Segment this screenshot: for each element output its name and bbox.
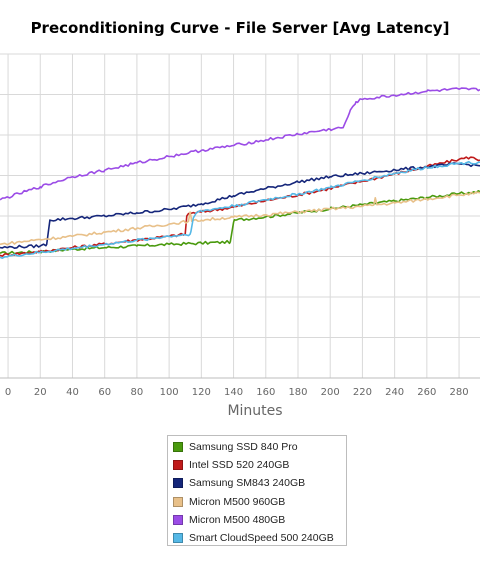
legend-swatch bbox=[173, 496, 183, 507]
legend-item: Smart CloudSpeed 500 240GB bbox=[173, 529, 346, 547]
series-line-4 bbox=[0, 87, 480, 201]
legend-item: Samsung SM843 240GB bbox=[173, 474, 346, 492]
legend-label: Micron M500 960GB bbox=[189, 495, 286, 508]
x-tick-label: 260 bbox=[417, 387, 436, 398]
x-axis-label: Minutes bbox=[227, 403, 283, 419]
legend-item: Micron M500 960GB bbox=[173, 493, 346, 511]
legend-item: Micron M500 480GB bbox=[173, 511, 346, 529]
x-tick-label: 200 bbox=[321, 387, 340, 398]
series-layer bbox=[0, 87, 480, 260]
legend-swatch bbox=[173, 514, 183, 525]
legend-item: Samsung SSD 840 Pro bbox=[173, 438, 346, 456]
x-tick-label: 0 bbox=[5, 387, 11, 398]
x-tick-label: 120 bbox=[192, 387, 211, 398]
x-tick-labels: 0 20 40 60 80 100 120 140 160 180 200 220 240 260 280 bbox=[5, 387, 469, 398]
legend-item: Intel SSD 520 240GB bbox=[173, 456, 346, 474]
legend-label: Intel SSD 520 240GB bbox=[189, 459, 290, 472]
x-tick-label: 180 bbox=[288, 387, 307, 398]
legend-swatch bbox=[173, 460, 183, 471]
legend-swatch bbox=[173, 533, 183, 544]
legend-label: Micron M500 480GB bbox=[189, 513, 286, 526]
grid bbox=[0, 53, 480, 379]
chart-title: Preconditioning Curve - File Server [Avg… bbox=[30, 19, 450, 37]
series-line-2 bbox=[0, 162, 480, 249]
x-tick-label: 40 bbox=[66, 387, 79, 398]
x-tick-label: 240 bbox=[385, 387, 404, 398]
x-tick-label: 100 bbox=[160, 387, 179, 398]
series-line-5 bbox=[0, 160, 480, 260]
legend-label: Samsung SM843 240GB bbox=[189, 477, 306, 490]
x-tick-label: 280 bbox=[450, 387, 469, 398]
legend-swatch bbox=[173, 478, 183, 489]
legend-swatch bbox=[173, 442, 183, 453]
x-tick-label: 80 bbox=[131, 387, 144, 398]
x-tick-label: 60 bbox=[98, 387, 111, 398]
legend-label: Smart CloudSpeed 500 240GB bbox=[189, 532, 334, 545]
series-line-3 bbox=[0, 191, 480, 246]
x-tick-label: 160 bbox=[256, 387, 275, 398]
x-tick-label: 140 bbox=[224, 387, 243, 398]
x-tick-label: 20 bbox=[34, 387, 47, 398]
legend: Samsung SSD 840 Pro Intel SSD 520 240GB Sa… bbox=[167, 435, 347, 546]
legend-label: Samsung SSD 840 Pro bbox=[189, 441, 298, 454]
x-tick-label: 220 bbox=[353, 387, 372, 398]
